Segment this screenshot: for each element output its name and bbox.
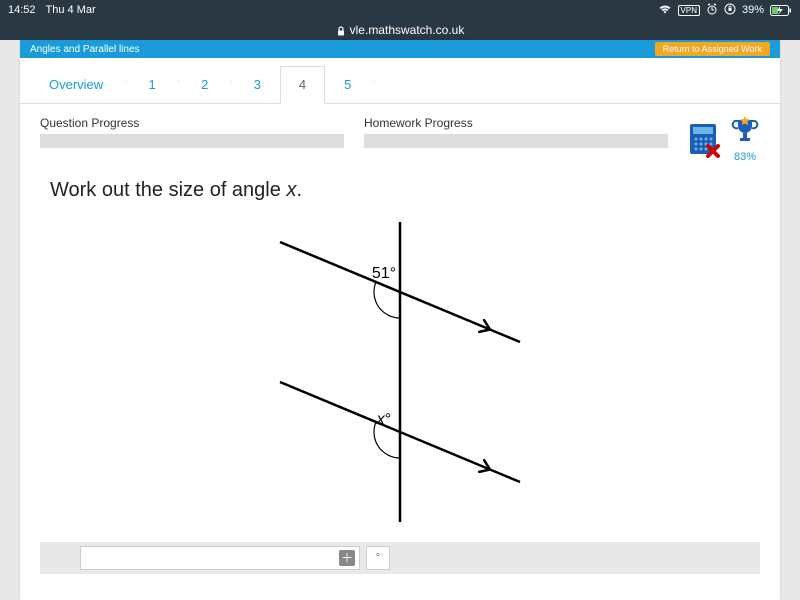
tab-separator: · xyxy=(370,66,377,103)
homework-progress-label: Homework Progress xyxy=(364,116,668,130)
main-container: Angles and Parallel lines Return to Assi… xyxy=(20,40,780,600)
tab-1[interactable]: 1 xyxy=(130,66,175,103)
status-time: 14:52 xyxy=(8,4,36,16)
tabs: Overview · 1 · 2 · 3 4 5 · xyxy=(20,58,780,104)
homework-progress-bar xyxy=(364,134,668,148)
wifi-icon xyxy=(658,4,672,17)
header-title: Angles and Parallel lines xyxy=(30,44,140,55)
return-button[interactable]: Return to Assigned Work xyxy=(655,42,770,56)
return-label: Return to Assigned Work xyxy=(663,44,762,54)
tab-3[interactable]: 3 xyxy=(235,66,280,103)
tab-2[interactable]: 2 xyxy=(182,66,227,103)
question-text: Work out the size of angle x. xyxy=(50,179,750,202)
diagram: 51° x° xyxy=(50,212,750,532)
url-text: vle.mathswatch.co.uk xyxy=(350,23,465,37)
battery-icon xyxy=(770,5,792,16)
battery-pct: 39% xyxy=(742,4,764,16)
status-date: Thu 4 Mar xyxy=(46,4,96,16)
question-progress-label: Question Progress xyxy=(40,116,344,130)
trophy-percentage: 83% xyxy=(730,151,760,163)
svg-text:51°: 51° xyxy=(372,265,396,282)
calculator-icon[interactable] xyxy=(688,124,720,156)
question-variable: x xyxy=(286,179,296,201)
question-prefix: Work out the size of angle xyxy=(50,179,286,201)
tab-overview[interactable]: Overview xyxy=(30,66,122,103)
question-area: Work out the size of angle x. 51° x° xyxy=(20,169,780,542)
answer-row: ＋ ° xyxy=(40,542,760,574)
question-suffix: . xyxy=(296,179,302,201)
vpn-indicator: VPN xyxy=(678,5,700,16)
alarm-icon xyxy=(706,3,718,18)
status-bar: 14:52 Thu 4 Mar VPN 39% xyxy=(0,0,800,20)
degree-unit: ° xyxy=(366,546,390,570)
tab-4[interactable]: 4 xyxy=(280,66,325,104)
orientation-lock-icon xyxy=(724,3,736,18)
tab-separator: · xyxy=(175,66,182,103)
answer-input[interactable]: ＋ xyxy=(80,546,360,570)
url-bar: vle.mathswatch.co.uk xyxy=(0,20,800,40)
svg-text:x°: x° xyxy=(376,411,391,428)
tab-separator: · xyxy=(122,66,129,103)
question-progress-bar xyxy=(40,134,344,148)
lock-icon xyxy=(336,25,346,35)
page-header: Angles and Parallel lines Return to Assi… xyxy=(20,40,780,58)
tab-5[interactable]: 5 xyxy=(325,66,370,103)
tab-separator: · xyxy=(227,66,234,103)
expand-input-button[interactable]: ＋ xyxy=(339,550,355,566)
trophy-icon xyxy=(730,116,760,149)
progress-row: Question Progress Homework Progress xyxy=(20,104,780,169)
